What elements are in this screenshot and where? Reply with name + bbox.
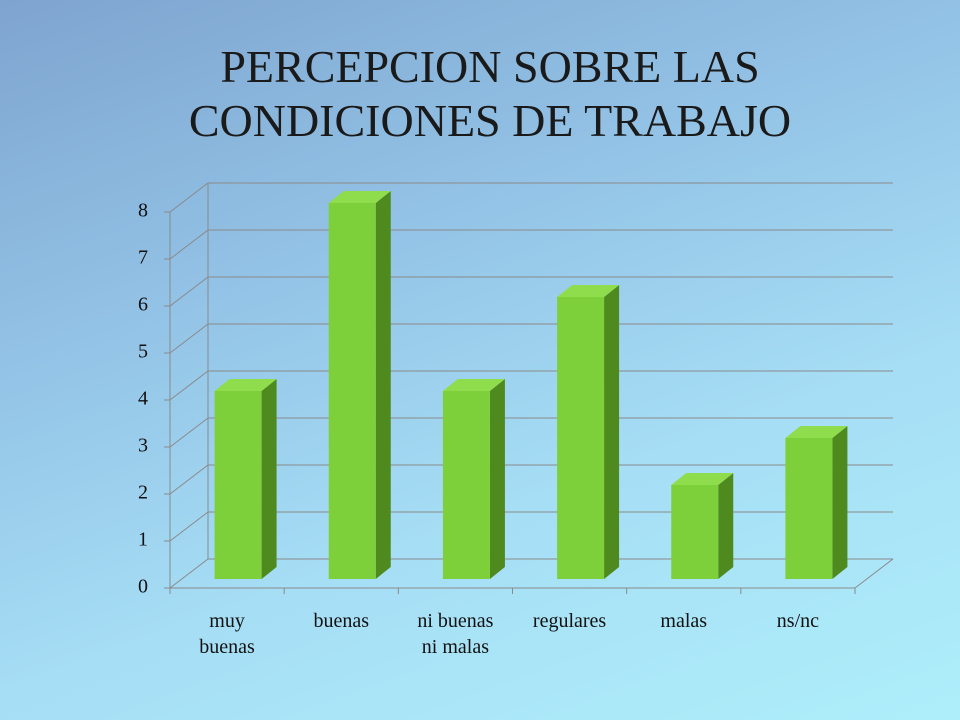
- bar-top: [442, 379, 505, 391]
- bar-side: [375, 191, 391, 579]
- y-tick-label: 1: [138, 529, 148, 551]
- grid-line: [169, 511, 209, 542]
- bar: [785, 438, 833, 579]
- y-tick-label: 3: [138, 435, 148, 457]
- bar: [442, 391, 490, 579]
- bar-top: [214, 379, 277, 391]
- grid-line: [169, 182, 209, 213]
- chart-title: PERCEPCION SOBRE LAS CONDICIONES DE TRAB…: [188, 41, 792, 146]
- y-tick-label: 5: [138, 341, 148, 363]
- x-tick-label: ns/nc: [776, 610, 820, 632]
- bar: [328, 203, 376, 579]
- grid-line: [169, 276, 209, 307]
- x-tick-label: ni buenas ni malas: [417, 610, 494, 658]
- y-tick-label: 2: [138, 482, 148, 504]
- bar-top: [557, 285, 620, 297]
- y-tick-label: 7: [138, 247, 148, 269]
- grid-line: [169, 370, 209, 401]
- y-tick-label: 8: [138, 200, 148, 222]
- y-tick-label: 0: [138, 576, 148, 598]
- bar-side: [489, 379, 505, 579]
- bar-top: [328, 191, 391, 203]
- x-tick-label: malas: [660, 610, 708, 632]
- bar-top: [785, 426, 848, 438]
- bar-side: [718, 473, 734, 579]
- x-tick-label: regulares: [532, 610, 607, 632]
- grid-line: [169, 323, 209, 354]
- bar: [557, 297, 605, 579]
- grid-line: [169, 417, 209, 448]
- floor-edge: [854, 558, 894, 589]
- grid-line: [169, 558, 209, 589]
- y-tick-label: 4: [138, 388, 148, 410]
- x-tick-label: buenas: [313, 610, 370, 632]
- bar-side: [832, 426, 848, 579]
- grid-line: [169, 464, 209, 495]
- grid-line: [169, 229, 209, 260]
- bar-top: [671, 473, 734, 485]
- bar: [671, 485, 719, 579]
- bar: [214, 391, 262, 579]
- bar-side: [261, 379, 277, 579]
- x-tick-label: muy buenas: [199, 610, 255, 658]
- bar-side: [604, 285, 620, 579]
- y-tick-label: 6: [138, 294, 148, 316]
